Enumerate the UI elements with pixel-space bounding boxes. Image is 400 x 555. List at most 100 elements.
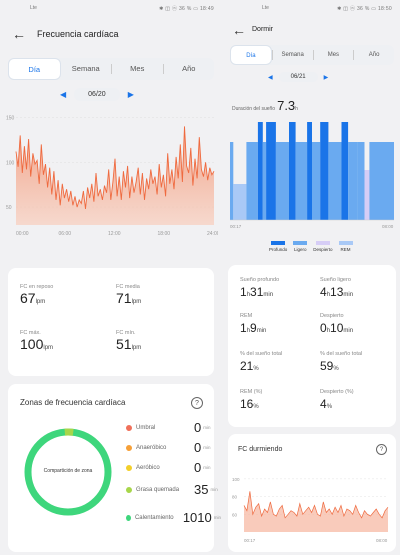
status-right: ✱ ◫ ⓝ 36 % ▭ 18:49 — [159, 6, 214, 12]
x-tick-label: 00:00 — [16, 231, 29, 237]
sleep-stage-bar — [341, 122, 349, 220]
zone-value: 0 — [194, 460, 202, 475]
status-bar: Lte ✱ ◫ ⓝ 36 % ▭ 18:50 — [224, 0, 400, 18]
stat-unit: lpm — [43, 345, 54, 351]
zone-label: Grasa quemada — [136, 486, 180, 493]
zone-row: Grasa quemada 35 min — [126, 482, 221, 497]
stat-unit: lpm — [131, 299, 142, 305]
sleep-stage-bar — [369, 142, 394, 220]
zones-title: Zonas de frecuencia cardíaca — [20, 398, 126, 407]
stat-unit: h — [246, 328, 251, 334]
y-tick-label: 60 — [232, 512, 238, 517]
zone-row: Calentamiento 1010 min — [126, 510, 221, 525]
next-date-icon[interactable]: ▶ — [323, 74, 329, 81]
heart-rate-chart: 150 100 50 00:00 06:00 12:00 18:00 24:00 — [6, 115, 218, 237]
stat-value: 4 — [320, 285, 327, 299]
sleep-stage-bar — [289, 122, 296, 220]
legend-swatch — [315, 241, 330, 245]
stat-value: 21 — [240, 359, 254, 373]
prev-date-icon[interactable]: ◀ — [60, 90, 67, 99]
hr-area — [16, 126, 214, 225]
zone-dot — [126, 444, 132, 451]
zone-row: Aeróbico 0 min — [126, 460, 221, 475]
x-tick-label: 08:00 — [382, 224, 394, 229]
page-title: Frecuencia cardíaca — [37, 29, 119, 39]
legend-label: REM — [340, 247, 351, 252]
date-label[interactable]: 06/21 — [278, 72, 318, 82]
legend-swatch — [338, 241, 353, 245]
stat-label: REM (%) — [240, 389, 263, 395]
zone-label: Calentamiento — [134, 514, 174, 521]
tab-day[interactable]: Día — [8, 58, 61, 80]
stat-unit: h — [326, 328, 331, 334]
sleep-stage-bar — [262, 142, 267, 220]
legend-label: Despierto — [313, 247, 333, 252]
stat-value: 4 — [320, 397, 327, 411]
sleep-stage-bar — [307, 122, 312, 220]
stat-unit: h — [326, 292, 331, 298]
date-label[interactable]: 06/20 — [74, 88, 120, 101]
donut-label: Compartición de zona — [43, 468, 93, 474]
sleep-stage-bar — [246, 142, 258, 220]
status-bar: Lte ✱ ◫ ⓝ 36 % ▭ 18:49 — [0, 0, 222, 18]
stat-unit-2: min — [256, 328, 267, 334]
sleep-hr-card: FC durmiendo ? 100 80 60 00:17 08:00 — [228, 434, 396, 552]
hr-line — [15, 126, 215, 209]
help-icon[interactable]: ? — [376, 444, 387, 455]
tab-week[interactable]: Semana — [281, 52, 304, 58]
next-date-icon[interactable]: ▶ — [127, 90, 134, 99]
back-arrow-icon[interactable]: ← — [12, 26, 26, 42]
heart-rate-screen: Lte ✱ ◫ ⓝ 36 % ▭ 18:49 ← Frecuencia card… — [0, 0, 222, 552]
x-tick-label: 12:00 — [108, 231, 121, 237]
x-tick-label: 24:00 — [207, 231, 218, 237]
tab-month[interactable]: Mes — [327, 52, 340, 58]
y-tick-label: 100 — [232, 477, 240, 482]
sleep-stage-bar — [266, 122, 276, 220]
stat-unit-2: min — [263, 292, 274, 298]
sleep-legend: Profundo Ligero Despierto REM — [269, 241, 353, 252]
sleep-duration-label: Duración del sueño — [232, 106, 276, 112]
sleep-stats-card: Sueño profundo 1h31min Sueño ligero 4h13min… — [228, 265, 396, 427]
legend-deep: Profundo — [269, 241, 287, 252]
sleep-stat: Despierto (%) 4% — [320, 389, 354, 413]
sleep-hr-title: FC durmiendo — [238, 446, 283, 453]
sleep-stat: Sueño profundo 1h31min — [240, 277, 279, 301]
sleep-hr-chart: 100 80 60 00:17 08:00 — [232, 477, 389, 543]
stat-value: 1 — [240, 321, 247, 335]
stat-unit: % — [253, 366, 259, 372]
stat-max: FC máx. 100lpm — [20, 330, 53, 354]
zone-value: 1010 — [182, 510, 212, 525]
help-icon[interactable]: ? — [191, 397, 203, 409]
back-arrow-icon[interactable]: ← — [232, 22, 246, 38]
x-tick-label: 00:17 — [244, 538, 256, 543]
sleep-stat: % del sueño total 21% — [240, 351, 282, 375]
stat-unit: lpm — [131, 345, 142, 351]
sleep-stage-bar — [357, 142, 365, 220]
tab-day[interactable]: Día — [230, 45, 272, 65]
x-tick-label: 06:00 — [59, 231, 72, 237]
sleep-duration: Duración del sueño 7.3h — [232, 98, 298, 113]
x-tick-label: 08:00 — [376, 538, 388, 543]
tab-year[interactable]: Año — [182, 64, 196, 73]
tab-divider — [271, 50, 273, 60]
stat-unit: lpm — [35, 299, 46, 305]
stat-label: % del sueño total — [320, 351, 363, 357]
sleep-duration-unit: h — [295, 106, 298, 112]
sleep-hr-line — [243, 491, 389, 519]
stat-label: FC en reposo — [20, 284, 54, 290]
sleep-stat: Despierto 0h10min — [320, 313, 353, 337]
prev-date-icon[interactable]: ◀ — [268, 74, 273, 81]
period-tabs: Día Semana Mes Año — [230, 45, 394, 65]
sleep-stage-bar — [295, 142, 308, 220]
sleep-duration-value: 7.3 — [277, 98, 296, 113]
tab-week[interactable]: Semana — [71, 64, 100, 73]
date-selector: ◀ 06/20 ▶ — [60, 88, 134, 101]
tab-month[interactable]: Mes — [130, 64, 145, 73]
zone-dot — [126, 514, 131, 521]
sleep-stage-bar — [328, 142, 342, 220]
tab-year[interactable]: Año — [368, 52, 380, 58]
sleep-stage-bar — [320, 122, 329, 220]
legend-label: Ligero — [294, 247, 307, 252]
zone-row: Anaeróbico 0 min — [126, 440, 221, 455]
stat-label: Despierto (%) — [320, 389, 354, 395]
